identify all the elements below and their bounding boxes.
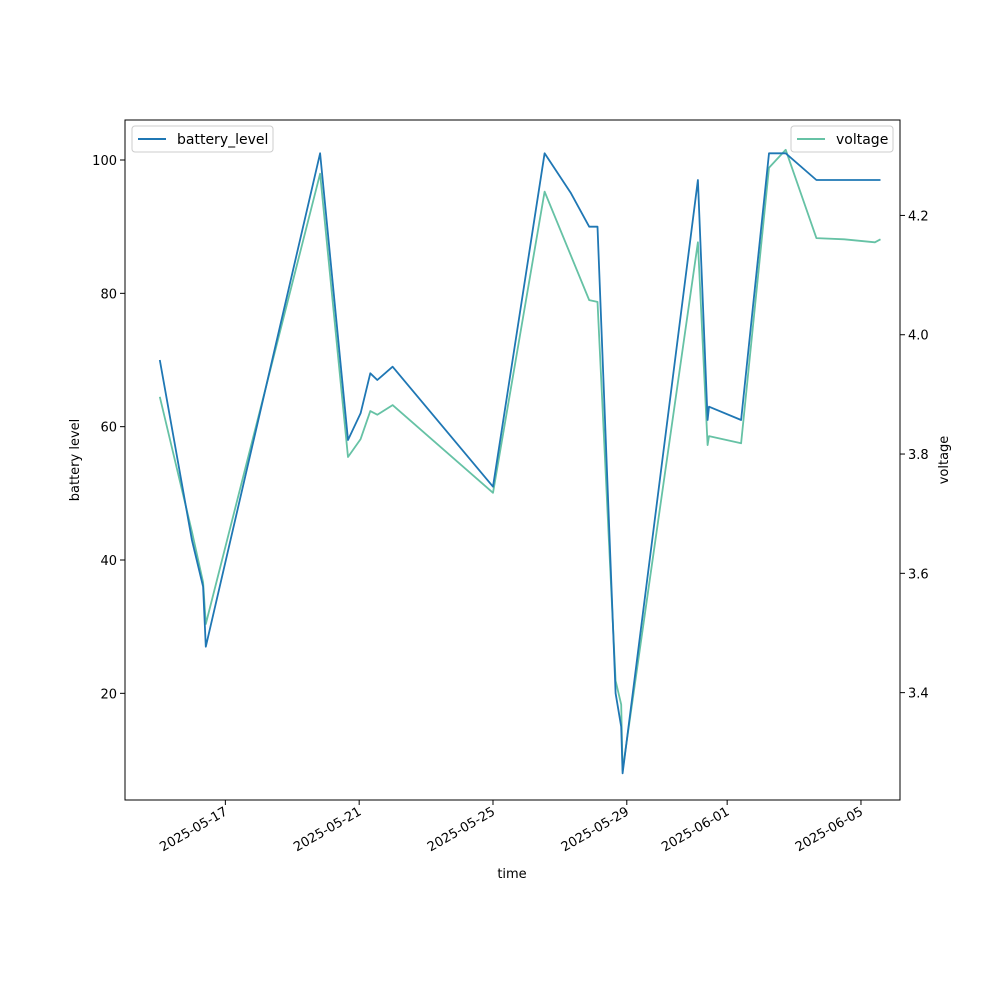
- left-y-tick-label: 40: [100, 554, 117, 569]
- legend-left-box: [131, 125, 274, 153]
- left-y-tick-label: 100: [92, 154, 117, 169]
- right-y-tick-label: 4.0: [908, 329, 929, 344]
- legend-voltage-label: voltage: [836, 132, 888, 148]
- legend-right: voltage: [790, 125, 894, 153]
- right-y-tick-label: 3.4: [908, 687, 929, 702]
- legend-left: battery_level: [131, 125, 274, 153]
- left-y-tick-label: 60: [100, 421, 117, 436]
- right-y-axis: 3.4 3.6 3.8 4.0 4.2: [900, 209, 929, 702]
- left-y-tick-label: 80: [100, 287, 117, 302]
- plot-frame: [124, 119, 901, 801]
- left-y-tick-label: 20: [100, 687, 117, 702]
- left-y-axis-label: battery level: [68, 419, 83, 502]
- legend-battery-level-label: battery_level: [177, 132, 268, 148]
- legend-right-box: [790, 125, 894, 153]
- right-y-tick-label: 3.8: [908, 448, 929, 463]
- right-y-axis-label: voltage: [937, 436, 952, 485]
- series-line-voltage: [158, 148, 881, 772]
- right-y-tick-label: 4.2: [908, 209, 929, 224]
- series-line-battery-level: [158, 152, 881, 775]
- lines-layer: [158, 148, 881, 775]
- left-y-axis: 20 40 60 80 100: [92, 154, 125, 702]
- x-axis-label: time: [497, 867, 526, 882]
- right-y-tick-label: 3.6: [908, 567, 929, 582]
